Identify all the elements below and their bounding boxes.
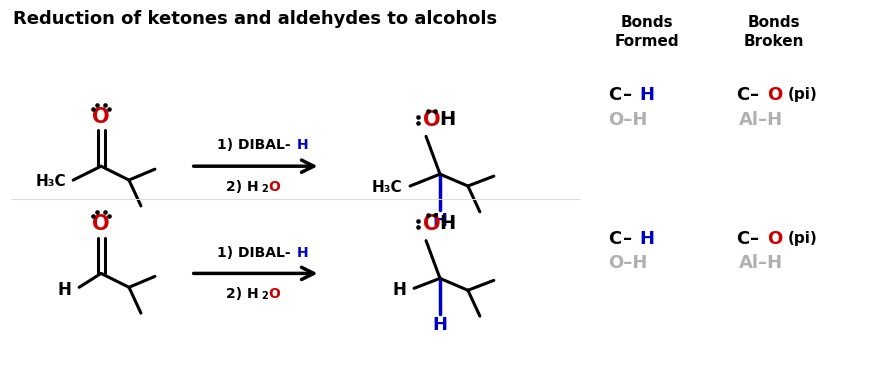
Text: O: O <box>767 86 782 104</box>
Text: –: – <box>623 230 632 248</box>
Text: H: H <box>640 86 655 104</box>
Text: O: O <box>423 214 441 234</box>
Text: 2) H: 2) H <box>226 180 259 194</box>
Text: H: H <box>297 138 308 152</box>
Text: O: O <box>268 287 281 301</box>
Text: 2) H: 2) H <box>226 287 259 301</box>
Text: –: – <box>751 230 759 248</box>
Text: H: H <box>297 245 308 260</box>
Text: C: C <box>608 86 621 104</box>
Text: H: H <box>57 281 71 299</box>
Text: O: O <box>767 230 782 248</box>
Text: –: – <box>751 86 759 104</box>
Text: H: H <box>640 230 655 248</box>
Text: C: C <box>608 230 621 248</box>
Text: (pi): (pi) <box>788 231 818 246</box>
Text: O–H: O–H <box>608 255 647 273</box>
Text: H: H <box>392 281 406 299</box>
Text: H: H <box>432 316 448 334</box>
Text: O: O <box>268 180 281 194</box>
Text: Bonds
Broken: Bonds Broken <box>744 15 804 49</box>
Text: O: O <box>92 214 110 234</box>
Text: O: O <box>423 109 441 129</box>
Text: 2: 2 <box>261 291 268 301</box>
Text: O–H: O–H <box>608 111 647 129</box>
Text: H: H <box>432 212 448 230</box>
Text: H: H <box>439 214 455 233</box>
Text: –: – <box>623 86 632 104</box>
Text: 1) DIBAL-: 1) DIBAL- <box>216 138 290 152</box>
Text: H: H <box>439 110 455 129</box>
Text: H₃C: H₃C <box>35 174 66 189</box>
Text: C: C <box>736 230 749 248</box>
Text: O: O <box>92 106 110 127</box>
Text: Al–H: Al–H <box>739 255 783 273</box>
Text: Al–H: Al–H <box>739 111 783 129</box>
Text: H₃C: H₃C <box>371 180 402 195</box>
Text: 1) DIBAL-: 1) DIBAL- <box>216 245 290 260</box>
Text: 2: 2 <box>261 184 268 194</box>
Text: C: C <box>736 86 749 104</box>
Text: Bonds
Formed: Bonds Formed <box>615 15 679 49</box>
Text: Reduction of ketones and aldehydes to alcohols: Reduction of ketones and aldehydes to al… <box>13 10 497 28</box>
Text: (pi): (pi) <box>788 87 818 102</box>
